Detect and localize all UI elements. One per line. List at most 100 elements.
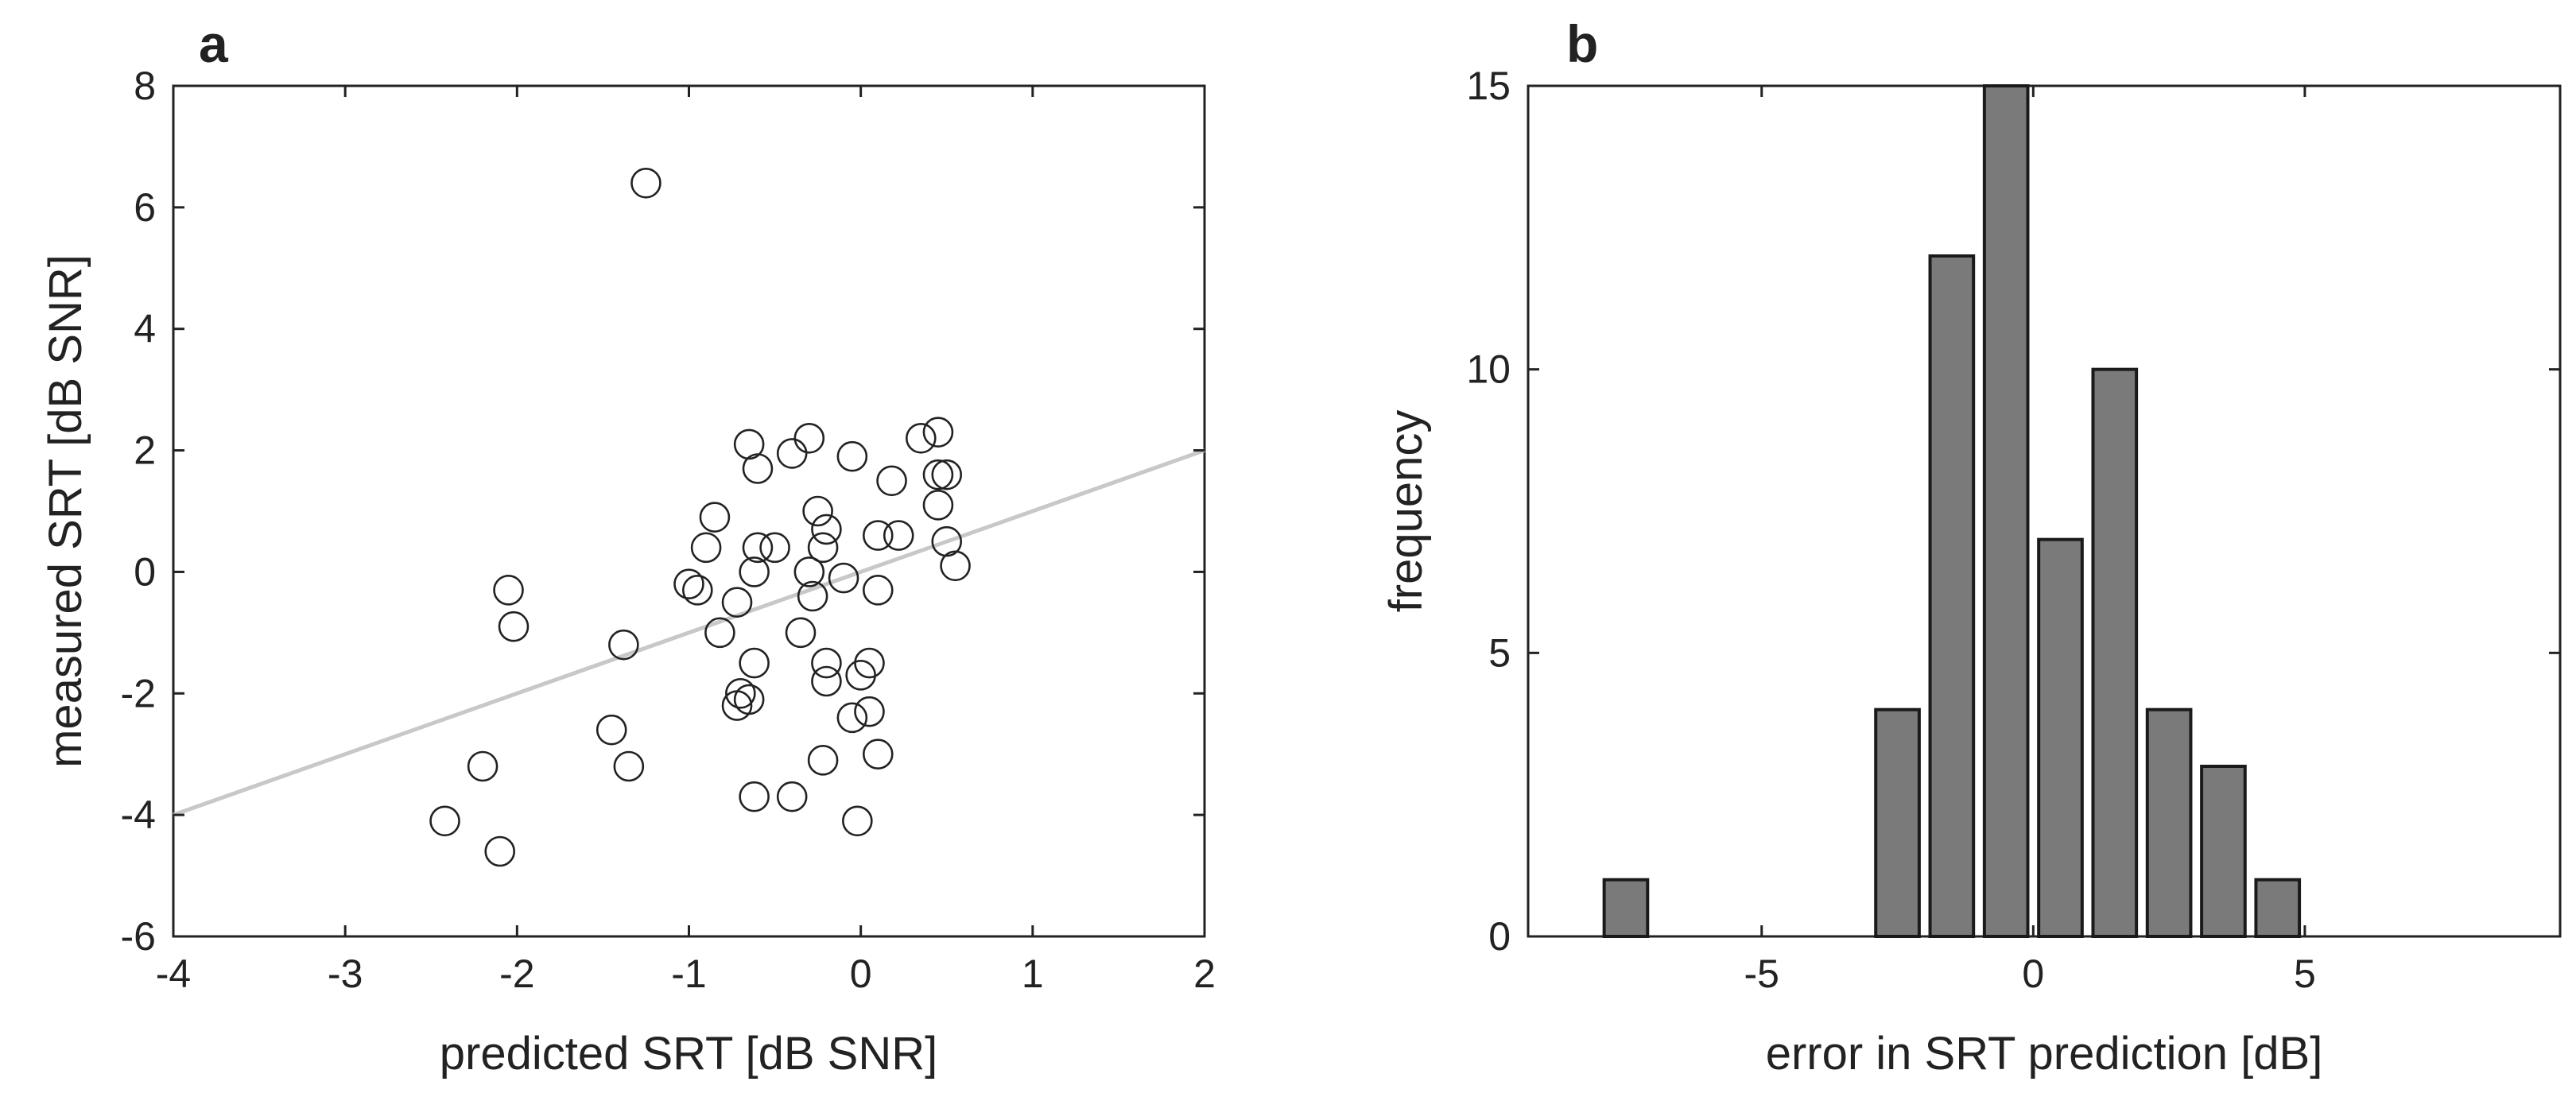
scatter-point bbox=[797, 580, 828, 612]
x-tick-label: -3 bbox=[328, 952, 363, 996]
scatter-point bbox=[742, 453, 774, 484]
x-ticks-b: -5 0 5 bbox=[1744, 86, 2316, 996]
scatter-point bbox=[842, 805, 873, 837]
scatter-point bbox=[596, 714, 627, 746]
histogram-bar bbox=[1602, 878, 1650, 938]
x-tick-label: 5 bbox=[2294, 952, 2316, 996]
x-ticks-a: -4 -3 -2 -1 0 1 2 bbox=[156, 86, 1216, 996]
scatter-point bbox=[828, 562, 859, 594]
panel-a-label: a bbox=[199, 14, 229, 73]
scatter-point bbox=[906, 422, 937, 454]
scatter-point bbox=[608, 629, 639, 661]
histogram-bar bbox=[1874, 707, 1921, 939]
scatter-point bbox=[613, 750, 645, 782]
histogram-bar bbox=[2037, 537, 2084, 939]
histogram-bar bbox=[2254, 878, 2302, 938]
scatter-point bbox=[802, 495, 833, 527]
fit-line-group bbox=[173, 448, 1205, 817]
scatter-point bbox=[630, 167, 661, 199]
histogram-bar bbox=[2091, 367, 2139, 938]
x-axis-label-a: predicted SRT [dB SNR] bbox=[440, 1028, 937, 1080]
fit-line bbox=[173, 448, 1205, 817]
y-tick-label: -4 bbox=[121, 793, 156, 837]
histogram-bar bbox=[2145, 707, 2193, 939]
x-tick-label: 0 bbox=[850, 952, 872, 996]
scatter-point bbox=[699, 502, 731, 533]
scatter-point bbox=[785, 617, 817, 649]
scatter-point bbox=[733, 684, 765, 715]
scatter-point bbox=[876, 465, 907, 497]
scatter-point bbox=[922, 417, 954, 448]
scatter-point bbox=[931, 459, 963, 490]
scatter-point bbox=[733, 428, 765, 460]
scatter-point bbox=[690, 532, 722, 564]
scatter-point bbox=[807, 532, 839, 564]
scatter-point bbox=[739, 556, 770, 587]
scatter-point bbox=[845, 660, 876, 691]
x-tick-label: -5 bbox=[1744, 952, 1779, 996]
scatter-point bbox=[862, 575, 894, 606]
scatter-points bbox=[429, 167, 971, 867]
scatter-point bbox=[682, 575, 713, 606]
y-tick-label: 2 bbox=[134, 428, 156, 473]
x-tick-label: 2 bbox=[1193, 952, 1216, 996]
scatter-point bbox=[836, 440, 868, 472]
scatter-point bbox=[704, 617, 735, 649]
y-tick-label: 4 bbox=[134, 307, 156, 351]
panel-b-label: b bbox=[1566, 14, 1598, 73]
histogram-bar bbox=[2200, 765, 2247, 938]
x-tick-label: 1 bbox=[1022, 952, 1044, 996]
y-ticks-a: -6 -4 -2 0 2 4 6 8 bbox=[121, 64, 1205, 959]
x-tick-label: 0 bbox=[2022, 952, 2044, 996]
x-tick-label: -2 bbox=[499, 952, 534, 996]
histogram-bars bbox=[1602, 84, 2302, 939]
scatter-point bbox=[931, 525, 963, 557]
y-tick-label: 8 bbox=[134, 64, 156, 108]
y-tick-label: -6 bbox=[121, 914, 156, 959]
scatter-point bbox=[673, 568, 704, 600]
scatter-point bbox=[836, 702, 868, 734]
y-tick-label: 10 bbox=[1466, 347, 1511, 392]
y-tick-label: 5 bbox=[1488, 630, 1511, 675]
panel-b-histogram: b -5 0 5 0 5 10 15 error in SRT prediction [d… bbox=[1380, 14, 2562, 1080]
scatter-point bbox=[862, 520, 894, 551]
scatter-point bbox=[883, 520, 914, 551]
scatter-point bbox=[429, 805, 460, 837]
scatter-point bbox=[854, 696, 885, 727]
scatter-point bbox=[776, 781, 808, 812]
scatter-point bbox=[922, 459, 954, 490]
scatter-point bbox=[498, 611, 530, 642]
scatter-point bbox=[467, 750, 499, 782]
scatter-point bbox=[922, 490, 954, 521]
y-tick-label: 0 bbox=[134, 549, 156, 594]
y-tick-label: 15 bbox=[1466, 64, 1511, 108]
histogram-bar bbox=[1982, 84, 2030, 938]
y-tick-label: -2 bbox=[121, 671, 156, 715]
y-tick-label: 0 bbox=[1488, 914, 1511, 959]
scatter-point bbox=[739, 647, 770, 679]
scatter-point bbox=[725, 677, 756, 709]
y-axis-label-a: measured SRT [dB SNR] bbox=[40, 254, 91, 768]
scatter-point bbox=[721, 587, 753, 618]
y-ticks-b: 0 5 10 15 bbox=[1466, 64, 2560, 959]
scatter-point bbox=[776, 438, 808, 469]
scatter-point bbox=[793, 556, 825, 587]
x-tick-label: -4 bbox=[156, 952, 191, 996]
scatter-point bbox=[493, 575, 524, 606]
scatter-point bbox=[811, 514, 842, 545]
scatter-point bbox=[793, 422, 825, 454]
scatter-point bbox=[807, 745, 839, 776]
scatter-point bbox=[742, 532, 774, 564]
scatter-point bbox=[759, 532, 790, 564]
x-tick-label: -1 bbox=[671, 952, 706, 996]
scatter-point bbox=[811, 647, 842, 679]
x-axis-label-b: error in SRT prediction [dB] bbox=[1766, 1028, 2323, 1080]
histogram-bar bbox=[1928, 254, 1976, 938]
scatter-point bbox=[739, 781, 770, 812]
y-tick-label: 6 bbox=[134, 185, 156, 230]
y-axis-label-b: frequency bbox=[1380, 410, 1432, 613]
scatter-point bbox=[862, 738, 894, 770]
panel-a-plot-frame bbox=[172, 84, 1206, 938]
